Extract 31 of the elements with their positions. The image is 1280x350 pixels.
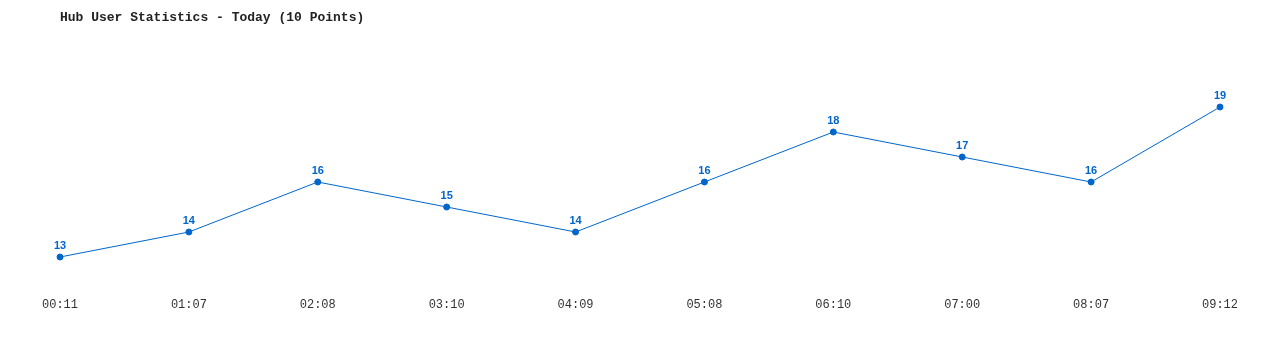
chart-title: Hub User Statistics - Today (10 Points) (60, 10, 365, 25)
data-label: 17 (956, 139, 969, 151)
x-tick-label: 03:10 (428, 297, 465, 312)
x-tick-label: 09:12 (1201, 297, 1239, 312)
x-tick-label: 05:08 (686, 297, 723, 312)
x-tick-label: 04:09 (557, 297, 594, 312)
data-label: 13 (53, 239, 67, 251)
data-label: 15 (440, 189, 453, 201)
data-label: 14 (569, 214, 583, 226)
data-label: 16 (698, 164, 711, 176)
x-tick-label: 06:10 (815, 297, 852, 312)
point (1087, 178, 1095, 186)
point (700, 178, 708, 186)
data-label: 16 (311, 164, 324, 176)
x-tick-label: 00:11 (41, 297, 79, 312)
point (185, 228, 193, 236)
x-tick-label: 07:00 (944, 297, 981, 312)
point (829, 128, 837, 136)
x-tick-label: 01:07 (170, 297, 207, 312)
point (572, 228, 580, 236)
data-label: 14 (182, 214, 196, 226)
x-tick-label: 08:07 (1073, 297, 1110, 312)
point (443, 203, 451, 211)
point (56, 253, 64, 261)
point (1216, 103, 1224, 111)
point (314, 178, 322, 186)
data-label: 19 (1213, 89, 1227, 101)
data-label: 18 (827, 114, 840, 126)
x-tick-label: 02:08 (299, 297, 336, 312)
point (958, 153, 966, 161)
data-label: 16 (1084, 164, 1098, 176)
